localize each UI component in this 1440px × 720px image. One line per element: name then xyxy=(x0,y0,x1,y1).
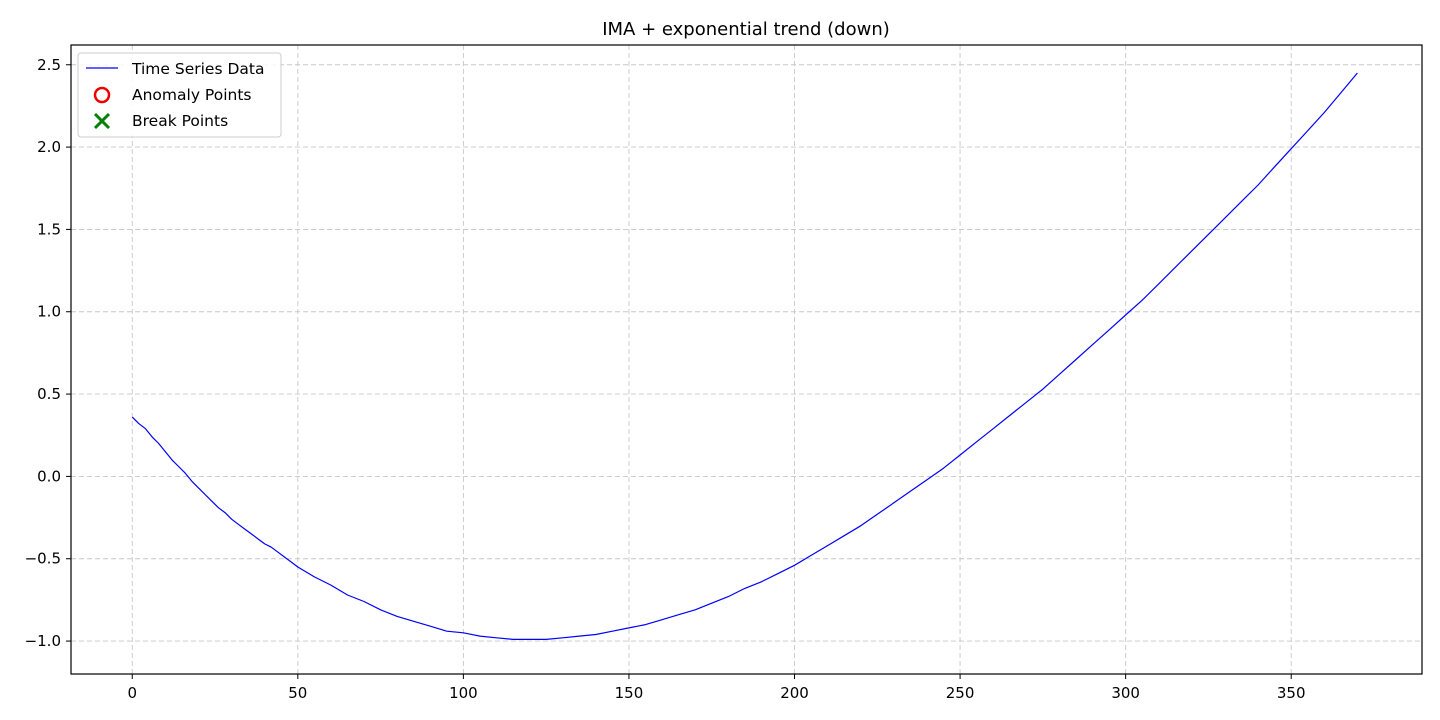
x-tick-label: 300 xyxy=(1111,684,1140,702)
y-tick-label: 2.0 xyxy=(37,138,61,156)
legend-label-series: Time Series Data xyxy=(131,60,264,78)
x-tick-label: 100 xyxy=(449,684,478,702)
series-layer xyxy=(131,72,1358,640)
x-tick-label: 350 xyxy=(1277,684,1306,702)
legend-box xyxy=(77,52,282,138)
x-tick-label: 0 xyxy=(127,684,137,702)
legend-x-marker xyxy=(93,112,111,130)
grid xyxy=(71,45,1422,674)
legend-label-break: Break Points xyxy=(132,112,228,130)
x-tick-label: 150 xyxy=(615,684,644,702)
y-tick-label: 0.0 xyxy=(37,467,61,485)
legend: Time Series Data Anomaly Points Break Po… xyxy=(77,52,282,138)
x-tick-label: 200 xyxy=(780,684,809,702)
y-tick-label: −1.0 xyxy=(25,632,61,650)
legend-label-anomaly: Anomaly Points xyxy=(132,86,251,104)
legend-circle-marker xyxy=(93,86,111,104)
y-tick-label: 2.5 xyxy=(37,56,61,74)
series-line xyxy=(131,72,1358,640)
y-tick-label: 1.0 xyxy=(37,303,61,321)
plot-frame xyxy=(70,44,1423,675)
x-tick-label: 50 xyxy=(288,684,307,702)
chart-title: IMA + exponential trend (down) xyxy=(602,19,890,40)
y-tick-label: −0.5 xyxy=(25,550,61,568)
x-tick-label: 250 xyxy=(946,684,975,702)
x-axis: 0 50 100 150 200 250 300 350 xyxy=(127,674,1306,702)
y-tick-label: 0.5 xyxy=(37,385,61,403)
y-tick-label: 1.5 xyxy=(37,220,61,238)
y-axis: −1.0 −0.5 0.0 0.5 1.0 1.5 2.0 2.5 xyxy=(25,56,71,650)
